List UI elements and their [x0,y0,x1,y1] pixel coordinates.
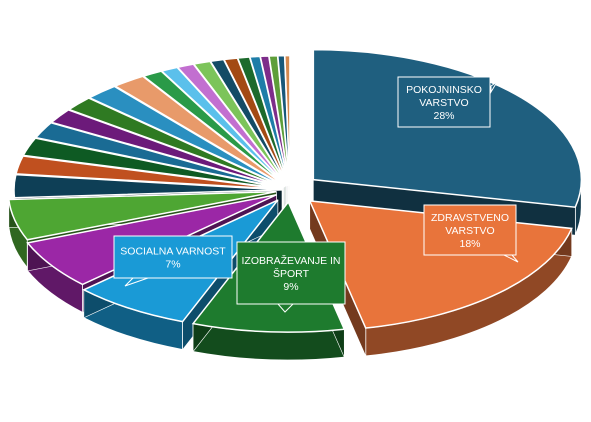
data-label-box-3 [113,235,233,287]
data-label-box-0 [397,76,498,128]
data-label-category: VARSTVO [419,97,468,109]
data-label-value: 28% [433,110,454,122]
data-label-category: VARSTVO [445,225,494,237]
data-label-value: 18% [459,238,480,250]
data-label-category: IZOBRAŽEVANJE IN [242,254,341,267]
data-labels: POKOJNINSKOVARSTVO28%ZDRAVSTVENOVARSTVO1… [113,76,519,313]
slice-0 [312,48,583,208]
data-label-value: 9% [283,281,298,293]
data-label-category: SOCIALNA VARNOST [120,246,226,258]
data-label-box-1 [423,204,519,263]
data-label-category: POKOJNINSKO [406,84,482,96]
data-label-box-2 [236,241,346,313]
data-label-value: 7% [165,259,180,271]
slice-25 [284,54,291,186]
slice-5 [7,190,277,241]
data-label-category: ŠPORT [273,267,310,280]
data-label-category: ZDRAVSTVENO [431,212,509,224]
